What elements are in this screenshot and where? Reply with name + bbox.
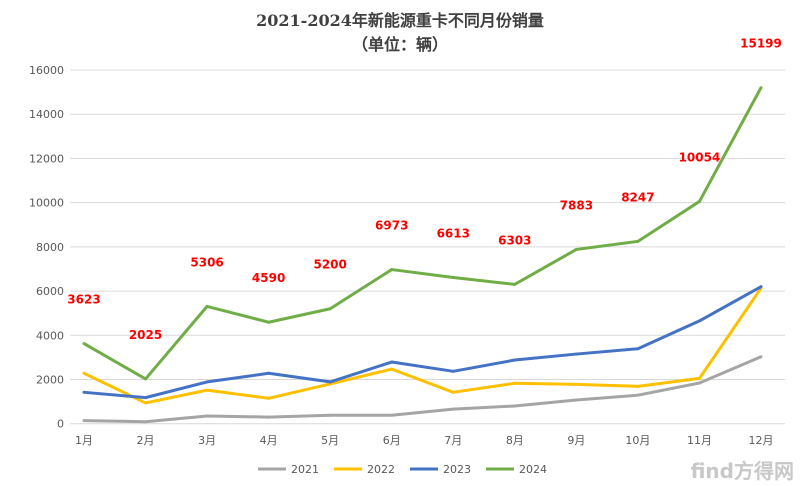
x-tick-label: 12月: [749, 434, 774, 447]
data-point-2021: [82, 419, 86, 423]
data-point-2024: [82, 342, 86, 346]
legend-label: 2024: [519, 463, 547, 476]
data-point-2021: [390, 413, 394, 417]
legend-label: 2022: [367, 463, 395, 476]
watermark-logo: find方得网: [690, 459, 794, 483]
data-label: 6973: [375, 219, 408, 233]
data-point-2021: [697, 381, 701, 385]
data-point-2021: [574, 398, 578, 402]
data-label: 15199: [740, 37, 782, 51]
x-tick-label: 3月: [198, 434, 216, 447]
data-point-2022: [205, 388, 209, 392]
series-line-2023: [83, 285, 762, 400]
data-label: 5200: [313, 258, 346, 272]
data-label: 6303: [498, 233, 531, 247]
data-label: 7883: [560, 198, 593, 212]
data-point-2023: [328, 380, 332, 384]
y-tick-label: 0: [57, 418, 64, 431]
y-tick-label: 16000: [29, 64, 64, 77]
data-point-2024: [205, 304, 209, 308]
series-line-2021: [83, 355, 762, 424]
data-point-2024: [144, 377, 148, 381]
data-point-2022: [697, 376, 701, 380]
data-point-2021: [144, 420, 148, 424]
y-tick-label: 4000: [36, 329, 64, 342]
y-tick-label: 8000: [36, 241, 64, 254]
data-point-2022: [574, 382, 578, 386]
data-label: 5306: [190, 255, 223, 269]
data-point-2022: [636, 384, 640, 388]
data-point-2023: [390, 360, 394, 364]
data-point-2021: [759, 355, 763, 359]
y-tick-label: 2000: [36, 373, 64, 386]
x-tick-label: 10月: [625, 434, 650, 447]
data-point-2021: [451, 407, 455, 411]
data-point-2022: [513, 381, 517, 385]
data-point-2023: [513, 358, 517, 362]
data-point-2021: [205, 414, 209, 418]
y-tick-label: 12000: [29, 152, 64, 165]
data-point-2024: [328, 307, 332, 311]
data-point-2023: [82, 390, 86, 394]
data-point-2022: [451, 390, 455, 394]
y-tick-label: 14000: [29, 108, 64, 121]
data-point-2023: [697, 319, 701, 323]
data-point-2024: [697, 199, 701, 203]
data-point-2024: [636, 239, 640, 243]
data-point-2022: [144, 401, 148, 405]
data-label: 2025: [129, 328, 162, 342]
chart-title: 2021-2024年新能源重卡不同月份销量: [256, 11, 544, 30]
x-tick-label: 2月: [137, 434, 155, 447]
data-point-2023: [144, 396, 148, 400]
data-point-2024: [451, 276, 455, 280]
x-tick-label: 8月: [506, 434, 524, 447]
x-tick-label: 7月: [444, 434, 462, 447]
data-label: 6613: [437, 227, 470, 241]
y-tick-label: 6000: [36, 285, 64, 298]
data-point-2023: [451, 369, 455, 373]
data-point-2024: [267, 320, 271, 324]
data-point-2022: [82, 371, 86, 375]
data-point-2021: [636, 393, 640, 397]
x-tick-label: 1月: [75, 434, 93, 447]
data-label: 10054: [679, 150, 721, 164]
data-point-2024: [513, 282, 517, 286]
x-tick-label: 5月: [321, 434, 339, 447]
data-point-2024: [574, 247, 578, 251]
data-label: 3623: [67, 293, 100, 307]
data-point-2021: [513, 404, 517, 408]
x-tick-label: 9月: [567, 434, 585, 447]
y-tick-label: 10000: [29, 197, 64, 210]
data-point-2021: [328, 413, 332, 417]
data-point-2023: [267, 371, 271, 375]
data-point-2024: [759, 86, 763, 90]
data-point-2022: [267, 396, 271, 400]
x-tick-label: 11月: [687, 434, 712, 447]
x-tick-label: 4月: [260, 434, 278, 447]
data-label: 8247: [621, 190, 654, 204]
data-point-2023: [574, 352, 578, 356]
data-point-2023: [759, 285, 763, 289]
data-label: 4590: [252, 271, 285, 285]
series-line-2022: [83, 287, 763, 405]
series-line-2024: [83, 86, 763, 381]
legend-label: 2021: [291, 463, 319, 476]
data-point-2023: [636, 347, 640, 351]
data-point-2023: [205, 380, 209, 384]
x-tick-label: 6月: [383, 434, 401, 447]
legend-label: 2023: [443, 463, 471, 476]
data-point-2021: [267, 415, 271, 419]
chart-subtitle: （单位：辆）: [351, 35, 448, 54]
data-point-2024: [390, 268, 394, 272]
data-point-2022: [390, 367, 394, 371]
